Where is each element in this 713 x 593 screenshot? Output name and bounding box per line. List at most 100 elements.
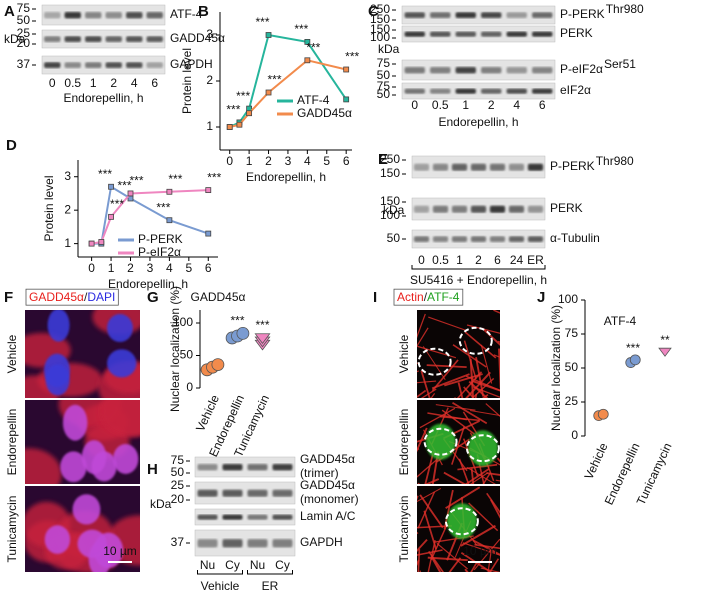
blot-band (451, 205, 468, 213)
panel-letter: G (147, 289, 159, 306)
blot-strip (41, 4, 166, 26)
blot-band (146, 12, 163, 19)
data-point (226, 124, 233, 130)
fiber (464, 331, 497, 359)
fiber (419, 494, 444, 529)
mw-marker: 20 (171, 492, 185, 506)
fiber (466, 324, 500, 334)
significance: *** (226, 103, 240, 117)
panel-letter: B (198, 3, 209, 20)
mw-marker: 50 (171, 465, 185, 479)
blot-strip (41, 29, 166, 49)
row-label: PERK (560, 26, 593, 40)
blot-band (532, 67, 553, 74)
row-label: GAPDH (300, 535, 343, 549)
title-part: GADD45α (29, 290, 84, 304)
blot-band (481, 12, 502, 19)
blot-band (404, 12, 425, 19)
blot-band (455, 67, 476, 74)
fiber (452, 344, 487, 368)
mw-marker: 75 (17, 1, 31, 15)
lane-label: 2 (110, 76, 117, 90)
fiber (460, 552, 493, 572)
fiber (471, 377, 495, 398)
blot-band (470, 205, 487, 213)
fiber (466, 466, 496, 484)
fiber (417, 491, 436, 529)
fiber (422, 346, 446, 381)
fiber (426, 364, 467, 369)
chart-title: ATF-4 (604, 314, 637, 328)
fiber (468, 502, 499, 532)
row-label: Tunicamycin (5, 496, 19, 563)
blot-band (413, 163, 430, 171)
lane-label: 1 (456, 253, 463, 267)
blot-band (197, 489, 218, 497)
blot-band (85, 36, 102, 43)
blot-band (430, 31, 451, 37)
fiber (470, 410, 500, 416)
lane-label: 0 (49, 76, 56, 90)
nucleus (112, 443, 139, 474)
data-point (98, 239, 105, 245)
significance: *** (117, 179, 131, 193)
y-tick-label: 1 (64, 236, 71, 250)
x-tick-label: 1 (108, 261, 115, 275)
y-axis-label: Nuclear localization (%) (549, 305, 563, 431)
lane-label: 0.5 (432, 98, 449, 112)
significance: *** (110, 197, 124, 211)
lane-label: 4 (513, 98, 520, 112)
blot-band (532, 12, 553, 19)
blot-band (489, 163, 506, 171)
blot-band (532, 31, 553, 37)
fiber (482, 472, 491, 484)
row-label: PERK (550, 201, 583, 215)
mw-marker: 50 (17, 13, 31, 27)
data-point (254, 333, 271, 345)
blot-band (64, 36, 81, 43)
x-tick-label: 4 (166, 261, 173, 275)
significance: ** (660, 333, 670, 347)
fiber (424, 450, 435, 484)
fiber (430, 522, 449, 560)
lane-label: 0 (418, 253, 425, 267)
fiber (460, 524, 496, 547)
bracket (197, 570, 243, 575)
data-point (108, 183, 114, 190)
fiber (417, 389, 427, 398)
blot-band (451, 163, 468, 171)
blot-band (197, 514, 218, 520)
bracket (247, 570, 293, 575)
y-tick-label: 25 (565, 394, 579, 408)
data-point (265, 32, 272, 38)
data-point (205, 230, 212, 237)
nucleus (77, 529, 107, 558)
nucleus (446, 503, 477, 540)
fiber (428, 316, 467, 331)
fiber (443, 471, 467, 484)
blot-strip (194, 508, 296, 526)
nucleus (425, 423, 456, 460)
blot-band (470, 236, 487, 243)
row-note: (trimer) (300, 466, 339, 480)
blot-band (413, 236, 430, 243)
significance: *** (207, 170, 221, 184)
blot-band (105, 62, 122, 69)
blot-band (247, 514, 268, 520)
significance: *** (268, 73, 282, 87)
blot-band (432, 163, 449, 171)
blot-band (404, 31, 425, 37)
row-label: Tunicamycin (397, 496, 411, 563)
x-axis-label: Endorepellin, h (108, 277, 188, 291)
lane-label: Cy (275, 558, 290, 572)
blot-band (489, 205, 506, 213)
blot-band (506, 88, 527, 94)
blot-band (272, 539, 293, 548)
row-label: Vehicle (397, 334, 411, 373)
panel-letter: E (378, 151, 388, 168)
title-box (393, 288, 464, 306)
panel-letter: C (368, 3, 379, 20)
fiber (417, 487, 442, 503)
blot-band (413, 205, 430, 213)
